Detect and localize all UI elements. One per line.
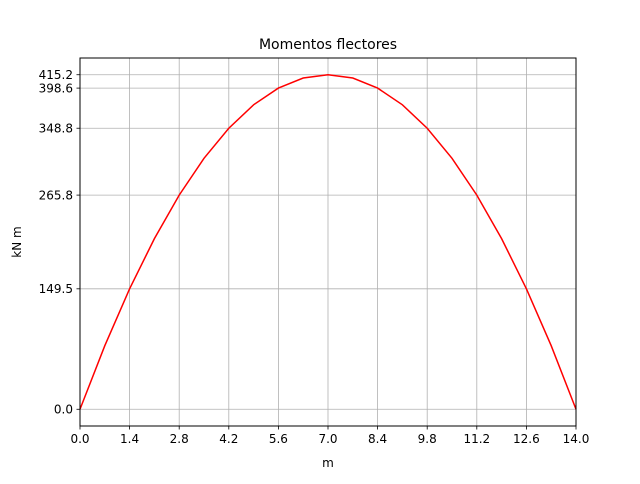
y-tick-label: 348.8 (39, 122, 73, 136)
y-tick-label: 265.8 (39, 188, 73, 202)
x-tick-label: 12.6 (513, 432, 540, 446)
y-tick-label: 0.0 (54, 403, 73, 417)
x-tick-label: 5.6 (269, 432, 288, 446)
x-tick-label: 2.8 (170, 432, 189, 446)
x-tick-label: 4.2 (219, 432, 238, 446)
x-tick-label: 11.2 (463, 432, 490, 446)
x-tick-label: 0.0 (70, 432, 89, 446)
y-tick-label: 398.6 (39, 81, 73, 95)
x-tick-label: 7.0 (318, 432, 337, 446)
x-axis-label: m (322, 456, 334, 470)
grid-lines (79, 58, 577, 426)
x-axis-ticks: 0.0 1.4 2.8 4.2 5.6 7.0 8.4 9.8 11.2 12.6 14.0 (70, 426, 589, 446)
x-tick-label: 14.0 (563, 432, 590, 446)
moment-series-line (79, 73, 577, 410)
y-tick-label: 149.5 (39, 282, 73, 296)
y-axis-label: kN m (10, 226, 24, 257)
x-tick-label: 9.8 (418, 432, 437, 446)
x-tick-label: 8.4 (368, 432, 387, 446)
x-tick-label: 1.4 (120, 432, 139, 446)
chart-title: Momentos flectores (259, 37, 397, 53)
y-tick-label: 415.2 (39, 68, 73, 82)
